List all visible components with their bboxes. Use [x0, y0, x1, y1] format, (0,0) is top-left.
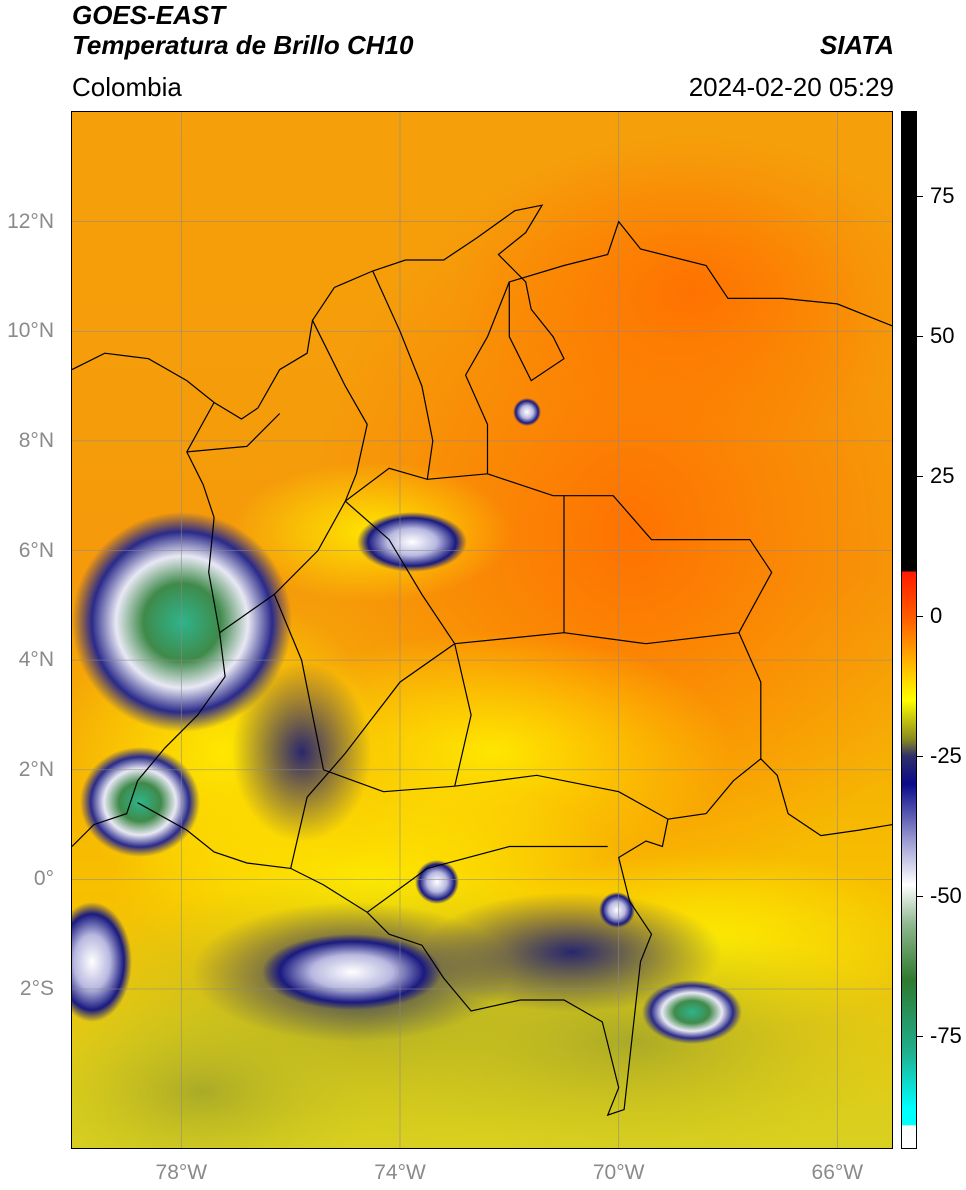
convection-cell	[72, 902, 132, 1022]
satellite-map	[71, 111, 893, 1149]
latitude-label: 2°N	[18, 757, 54, 781]
longitude-label: 70°W	[592, 1161, 645, 1184]
colorbar-tick	[917, 756, 923, 757]
latitude-label: 12°N	[7, 209, 54, 233]
convection-cell	[262, 934, 442, 1010]
colorbar-tick-label: -50	[930, 883, 962, 908]
colorbar-tick	[917, 476, 923, 477]
convection-cell	[513, 398, 541, 426]
latitude-label: 0°	[33, 867, 54, 891]
colorbar	[901, 111, 917, 1149]
convection-cell	[357, 512, 467, 572]
colorbar-tick	[917, 336, 923, 337]
colorbar-tick-label: 50	[930, 323, 955, 348]
longitude-label: 78°W	[155, 1161, 208, 1184]
interior-border	[273, 594, 325, 770]
deep-convection-cell	[642, 980, 742, 1044]
interior-border	[344, 500, 456, 645]
colorbar-gradient	[902, 112, 916, 1148]
region-label: Colombia	[72, 72, 182, 102]
colorbar-fill	[902, 112, 916, 1148]
latitude-label: 6°N	[18, 538, 54, 562]
colorbar-tick-label: -25	[930, 743, 962, 768]
interior-border	[372, 270, 434, 480]
caribbean-coast-west	[72, 287, 335, 420]
convection-cell	[599, 892, 635, 928]
colorbar-tick-label: 75	[930, 183, 955, 208]
interior-border	[290, 632, 739, 869]
warm-region	[452, 132, 892, 452]
colorbar-tick	[917, 896, 923, 897]
latitude-label: 8°N	[18, 428, 54, 452]
product-title: GOES-EAST	[72, 0, 226, 30]
borders	[72, 204, 892, 1117]
cold-cloud-field	[422, 892, 722, 1012]
interior-border	[311, 320, 368, 502]
graticule	[72, 112, 892, 1148]
interior-border	[454, 643, 472, 787]
interior-border	[186, 413, 281, 453]
southern-border	[137, 757, 892, 1117]
interior-border	[323, 769, 669, 820]
colorbar-tick	[917, 196, 923, 197]
pacific-coast	[72, 402, 226, 847]
latitude-label: 10°N	[7, 319, 54, 343]
cold-cloud-field	[232, 662, 372, 842]
caribbean-coast	[334, 204, 892, 382]
longitude-label: 74°W	[374, 1161, 426, 1184]
colorbar-tick	[917, 616, 923, 617]
source-label: SIATA	[819, 30, 894, 60]
colorbar-tick-label: 25	[930, 463, 955, 488]
deep-convection-cell	[80, 747, 200, 857]
datetime-label: 2024-02-20 05:29	[688, 72, 894, 102]
latitude-label: 2°S	[19, 977, 54, 1001]
latitude-label: 4°N	[18, 648, 54, 672]
deep-convection-cell	[72, 512, 292, 732]
interior-border	[366, 845, 608, 913]
map-canvas	[72, 112, 892, 1148]
product-subtitle: Temperatura de Brillo CH10	[72, 30, 414, 60]
convection-cell	[415, 860, 459, 904]
colorbar-tick	[917, 1036, 923, 1037]
colorbar-tick-label: 0	[930, 603, 943, 628]
colorbar-tick-label: -75	[930, 1023, 962, 1048]
longitude-label: 66°W	[811, 1161, 864, 1184]
weather-layer	[72, 132, 892, 1148]
